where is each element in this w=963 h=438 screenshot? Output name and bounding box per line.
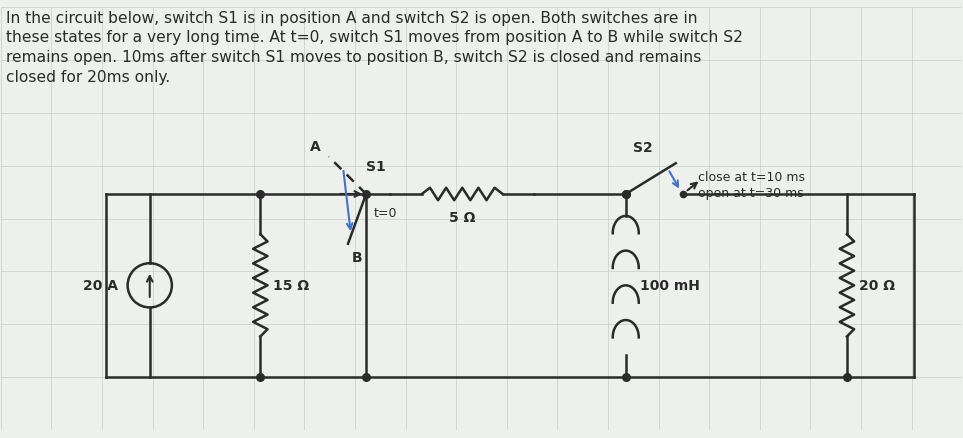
Text: open at t=30 ms: open at t=30 ms <box>698 186 803 199</box>
Text: S1: S1 <box>366 159 385 173</box>
Text: S2: S2 <box>634 140 653 154</box>
Text: 15 Ω: 15 Ω <box>273 279 309 293</box>
Text: A: A <box>310 139 321 153</box>
Text: 20 Ω: 20 Ω <box>859 279 896 293</box>
Text: close at t=10 ms: close at t=10 ms <box>698 171 805 184</box>
Text: 100 mH: 100 mH <box>640 279 700 293</box>
Text: t=0: t=0 <box>374 206 398 219</box>
Text: In the circuit below, switch S1 is in position A and switch S2 is open. Both swi: In the circuit below, switch S1 is in po… <box>6 11 742 85</box>
Text: 5 Ω: 5 Ω <box>449 211 476 225</box>
Text: 20 A: 20 A <box>83 279 118 293</box>
Text: B: B <box>351 251 362 265</box>
